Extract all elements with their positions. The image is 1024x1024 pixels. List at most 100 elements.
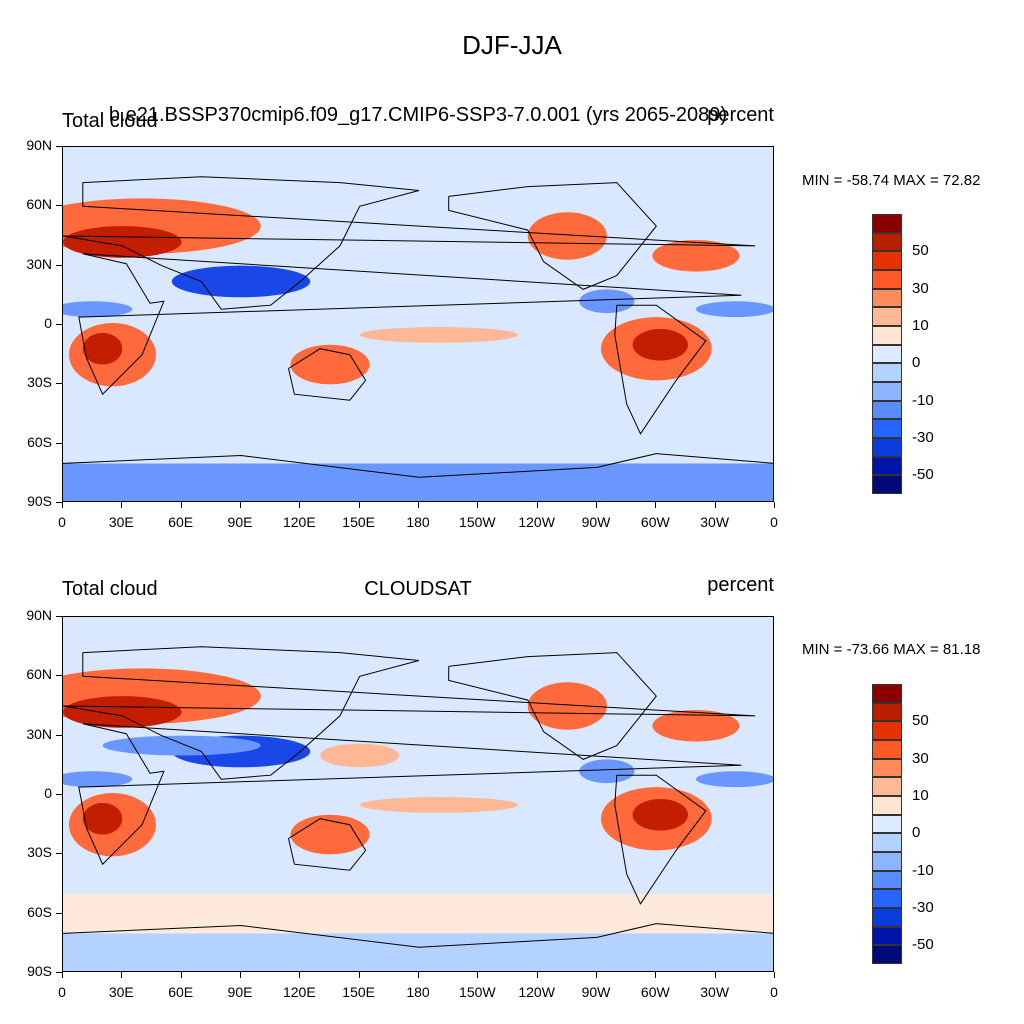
map-panel	[62, 146, 774, 502]
lon-tick	[714, 972, 716, 978]
pacific-anomaly	[359, 796, 518, 813]
pacific-anomaly	[359, 326, 518, 343]
lon-tick-label: 0	[58, 984, 66, 1000]
central-america-anomaly	[579, 289, 635, 314]
antarctic-band	[63, 933, 773, 971]
lon-tick-label: 180	[406, 514, 430, 530]
lon-tick	[774, 972, 775, 978]
lon-tick	[418, 972, 419, 978]
coast-path	[288, 818, 367, 871]
lon-tick-label: 150E	[342, 514, 375, 530]
lat-tick	[56, 675, 62, 677]
lat-tick-label: 30S	[27, 844, 52, 861]
lon-tick	[358, 972, 360, 978]
lon-tick	[240, 972, 241, 978]
colorbar-swatch	[872, 363, 902, 382]
colorbar-label: 50	[912, 712, 929, 730]
north-america-anomaly	[527, 682, 607, 730]
lon-tick	[180, 972, 182, 978]
colorbar-label: -50	[912, 936, 934, 954]
colorbar-swatch	[872, 926, 902, 946]
coast-path	[614, 304, 707, 435]
atlantic-anomaly	[652, 709, 740, 742]
lon-tick-label: 120E	[282, 984, 316, 1000]
colorbar-swatch	[872, 777, 902, 796]
lon-tick	[774, 502, 775, 508]
coast-path	[448, 652, 657, 760]
north-america-anomaly	[527, 212, 607, 260]
eurasia-core	[63, 226, 182, 258]
coastlines	[63, 646, 773, 948]
atlantic-anomaly	[652, 239, 740, 272]
colorbar-label: -30	[912, 429, 934, 446]
lat-tick-label: 60N	[26, 196, 52, 213]
lon-tick-label: 60E	[168, 514, 194, 530]
lat-tick	[56, 324, 62, 325]
lon-tick-label: 0	[58, 514, 66, 530]
colorbar-swatch	[872, 475, 902, 494]
contour-fill	[63, 668, 773, 971]
west-pacific-anomaly	[320, 743, 400, 768]
colorbar-swatch	[872, 945, 902, 964]
lat-tick	[56, 442, 62, 444]
southern-band	[63, 423, 773, 464]
colorbar-label: -50	[912, 466, 934, 484]
lon-tick-label: 30E	[108, 514, 134, 530]
lat-tick-label: 0	[44, 785, 52, 801]
lat-tick	[56, 794, 62, 795]
colorbar-swatch	[872, 852, 902, 871]
colorbar-swatch	[872, 288, 902, 308]
lon-tick	[536, 972, 538, 978]
lat-tick-label: 60N	[26, 666, 52, 683]
lon-tick	[536, 502, 538, 508]
coast-path	[288, 348, 367, 401]
antarctic-band	[63, 463, 773, 501]
colorbar-swatch	[872, 326, 902, 345]
lon-tick	[477, 972, 479, 978]
lon-tick-label: 90E	[227, 514, 253, 530]
lat-tick-label: 90S	[27, 493, 52, 509]
lon-tick	[121, 502, 123, 508]
lat-tick-label: 30N	[26, 725, 52, 742]
lon-tick-label: 60E	[168, 984, 194, 1000]
colorbar-swatch	[872, 870, 902, 890]
colorbar-swatch	[872, 721, 902, 740]
lon-tick	[240, 502, 241, 508]
lat-tick-label: 90N	[26, 607, 52, 623]
lon-tick	[121, 972, 123, 978]
south-america-core	[632, 798, 688, 831]
lat-tick	[56, 383, 62, 385]
coast-path	[78, 723, 742, 866]
colorbar-swatch	[872, 232, 902, 252]
figure-title: DJF-JJA	[462, 30, 562, 60]
panel-minmax: MIN = -58.74 MAX = 72.82	[802, 172, 981, 189]
coast-path	[448, 182, 657, 290]
southern-band	[63, 893, 773, 934]
colorbar-label: 0	[912, 354, 921, 372]
colorbar-label: 30	[912, 749, 929, 767]
lon-tick	[299, 972, 301, 978]
colorbar-swatch	[872, 684, 902, 703]
colorbar-label: -30	[912, 899, 934, 916]
colorbar-swatch	[872, 382, 902, 401]
lon-tick-label: 0	[770, 984, 778, 1000]
lon-tick	[180, 502, 182, 508]
lon-tick	[655, 972, 657, 978]
lat-tick	[56, 205, 62, 207]
contour-map	[63, 617, 773, 971]
colorbar-swatch	[872, 214, 902, 233]
colorbar-swatch	[872, 251, 902, 270]
map-panel	[62, 616, 774, 972]
panel-center-label: CLOUDSAT	[364, 578, 472, 600]
lat-tick-label: 30S	[27, 374, 52, 391]
lon-tick-label: 0	[770, 514, 778, 530]
lon-tick-label: 120W	[518, 514, 555, 530]
atlantic-itcz-anomaly	[695, 771, 773, 788]
lon-tick	[62, 502, 63, 508]
colorbar-label: 30	[912, 279, 929, 297]
lat-tick	[56, 853, 62, 855]
atlantic-itcz-anomaly	[695, 301, 773, 318]
lat-tick	[56, 912, 62, 914]
colorbar-swatch	[872, 814, 902, 834]
panel-left-label: Total cloud	[62, 110, 158, 132]
